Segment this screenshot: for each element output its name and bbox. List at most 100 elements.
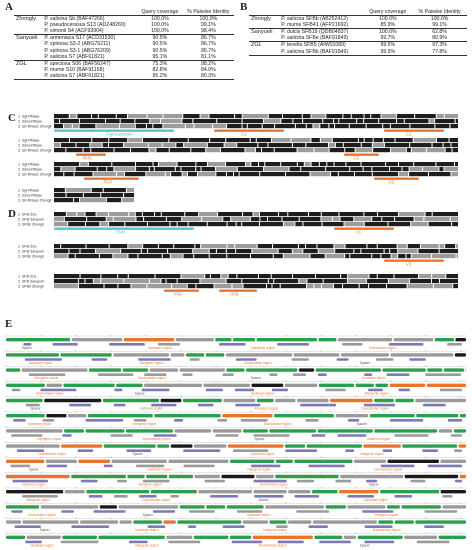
cell-identity: 97.3%: [412, 41, 467, 49]
genome-feature: [157, 343, 181, 346]
alignment-block: [272, 138, 291, 143]
alignment-block: [124, 172, 146, 177]
alignment-block: [68, 222, 85, 227]
alignment-block: [372, 172, 399, 177]
alignment-block: [162, 143, 176, 148]
cell-identity: 80.9%: [432, 35, 447, 42]
alignment-block: [250, 138, 256, 143]
alignment-block: [409, 172, 428, 177]
alignment-block: [176, 143, 184, 148]
region-label: Upstream region: [364, 498, 388, 502]
genome-feature: [205, 388, 224, 392]
alignment-block: [54, 124, 64, 129]
table-row: P. pseudocerasus S13 (ADZ48269) 100.0% 99.…: [14, 22, 234, 28]
alignment-block: [218, 212, 243, 217]
alignment-block: [426, 148, 445, 153]
alignment-block: [428, 172, 451, 177]
alignment-block: [149, 279, 161, 284]
alignment-block: [237, 167, 264, 172]
alignment-block: [252, 249, 278, 254]
region-label: Downstream region: [142, 498, 170, 502]
cell-identity: 98.4%: [200, 28, 216, 35]
alignment-block: [54, 284, 78, 289]
alignment-block: [209, 249, 216, 254]
alignment-block: [66, 148, 83, 153]
alignment-block: [307, 284, 314, 289]
alignment-block: [346, 162, 361, 167]
genome-feature: [232, 449, 269, 452]
genome-segment: [443, 368, 465, 372]
alignment-block: [136, 217, 144, 222]
genome-feature: [447, 419, 462, 422]
cell-species: P. spinosa S3-1 (ABG76209): [44, 47, 111, 54]
table-header: [14, 9, 43, 17]
genome-segment: [122, 368, 149, 372]
alignment-block: [78, 279, 85, 284]
alignment-block: [175, 167, 181, 172]
table-header: [42, 9, 138, 17]
alignment-block: [69, 138, 92, 143]
alignment-block: [155, 212, 161, 217]
alignment-block: [409, 279, 431, 284]
alignment-block: [188, 222, 207, 227]
alignment-block: [54, 143, 60, 148]
alignment-block: [93, 279, 101, 284]
table-row: P. spinosa S3-1 (ABG76209) 90.5% 86.7%: [14, 48, 234, 54]
genome-segment: [415, 398, 466, 403]
alignment-block: [166, 279, 177, 284]
alignment-block: [54, 249, 69, 254]
alignment-block: [414, 162, 436, 167]
genome-feature: [24, 358, 63, 361]
group-name: [249, 48, 280, 56]
genome-segment: [243, 429, 268, 433]
cell-species: P. salicina S7 (ABF61821): [42, 72, 138, 81]
table-row: ZGL P. tenella SFB5 (AIW01089) 99.5% 97.3%: [249, 41, 467, 49]
genome-feature: [204, 479, 225, 483]
cell-identity: 86.7%: [182, 34, 234, 42]
alignment-block: [224, 143, 237, 148]
genome-feature: [347, 419, 360, 422]
region-label: Spacer: [135, 391, 146, 395]
alignment-block: [422, 167, 439, 172]
alignment-block: [259, 162, 265, 167]
panel-letter-a: A: [5, 1, 13, 13]
feature-bar: [384, 259, 444, 262]
genome-segment: [386, 505, 400, 509]
genome-segment: [393, 338, 434, 342]
alignment-block: [453, 284, 458, 289]
genome-feature: [362, 510, 394, 513]
alignment-block: [149, 148, 156, 153]
alignment-block: [369, 274, 377, 279]
alignment-block: [182, 217, 202, 222]
genome-segment: [146, 474, 168, 479]
region-label: Spacer: [360, 361, 371, 365]
alignment-block: [329, 124, 335, 129]
region-label: Intergenic region: [138, 483, 162, 487]
alignment-block: [74, 172, 93, 177]
alignment-block: [295, 222, 303, 227]
alignment-block: [378, 212, 399, 217]
alignment-block: [253, 212, 259, 217]
genome-feature: [129, 540, 148, 544]
alignment-block: [80, 198, 106, 203]
genome-segment: [127, 474, 145, 479]
alignment-block: [451, 172, 458, 177]
genome-feature: [14, 525, 41, 528]
genome-segment: [298, 368, 315, 372]
alignment-block: [118, 284, 131, 289]
genome-feature: [454, 479, 462, 483]
alignment-block: [391, 148, 406, 153]
genome-segment: [269, 520, 287, 524]
alignment-block: [439, 244, 445, 249]
alignment-block: [306, 143, 328, 148]
genome-segment: [6, 444, 60, 448]
region-label: Spacer: [357, 422, 368, 426]
table-row: P. spinosa S3-2 (ABG76211) 90.5% 86.7%: [14, 41, 234, 47]
alignment-block: [372, 217, 382, 222]
cell-species: P. dulcis SFB19 (QDB04837): [279, 28, 364, 36]
alignment-block: [103, 188, 126, 193]
genome-feature: [368, 388, 383, 392]
genome-segment: [374, 429, 438, 433]
genome-feature: [28, 373, 66, 376]
genome-feature: [254, 495, 284, 498]
